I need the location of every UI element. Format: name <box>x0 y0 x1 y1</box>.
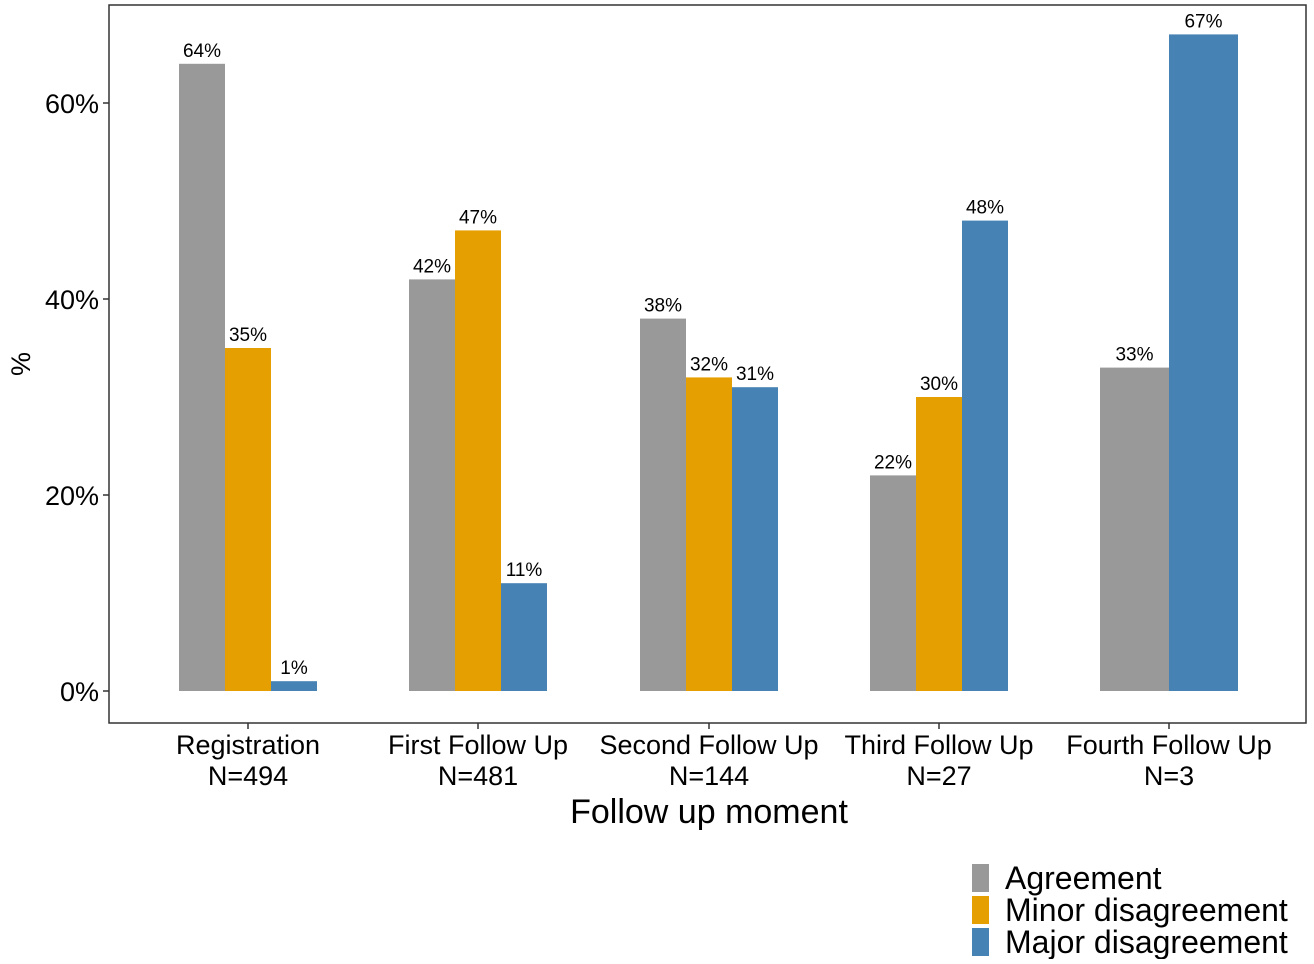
bar <box>271 681 317 691</box>
bar <box>179 63 225 692</box>
x-category-n-label: N=3 <box>1144 761 1194 791</box>
bar <box>686 377 732 691</box>
bar-value-label: 42% <box>413 256 451 277</box>
bar-value-label: 30% <box>920 374 958 395</box>
x-category-n-label: N=494 <box>208 761 288 791</box>
legend-label: Major disagreement <box>1005 924 1288 959</box>
bar-value-label: 33% <box>1115 345 1153 366</box>
x-axis-title: Follow up moment <box>570 793 848 831</box>
x-category-label: Registration <box>176 730 320 760</box>
x-category-label: First Follow Up <box>388 730 568 760</box>
legend-swatch <box>972 928 989 956</box>
bar-value-label: 35% <box>229 325 267 346</box>
legend-swatch <box>972 864 989 892</box>
plot-panel <box>108 4 1307 724</box>
y-axis-title: % <box>6 352 36 376</box>
bar-value-label: 47% <box>459 207 497 228</box>
x-category-label: Third Follow Up <box>844 730 1033 760</box>
bar <box>916 397 962 691</box>
bar <box>225 348 271 691</box>
bar <box>640 318 686 691</box>
x-category-label: Second Follow Up <box>599 730 818 760</box>
bar <box>1100 367 1169 691</box>
x-category-n-label: N=27 <box>906 761 971 791</box>
bar <box>1169 34 1238 691</box>
bar-value-label: 38% <box>644 296 682 317</box>
bar <box>409 279 455 691</box>
bar-value-label: 1% <box>280 658 308 679</box>
bar <box>455 230 501 691</box>
bar <box>732 387 778 691</box>
legend-swatch <box>972 896 989 924</box>
bar <box>501 583 547 691</box>
bar-value-label: 48% <box>966 198 1004 219</box>
bar <box>962 220 1008 691</box>
y-axis: 0% 20% 40% 60% <box>45 89 109 707</box>
bar-value-label: 31% <box>736 364 774 385</box>
bar-value-label: 64% <box>183 41 221 62</box>
bar-value-label: 32% <box>690 354 728 375</box>
y-tick-label: 20% <box>45 481 99 511</box>
legend-label: Minor disagreement <box>1005 892 1288 928</box>
bar-value-label: 67% <box>1184 11 1222 32</box>
x-category-n-label: N=144 <box>669 761 749 791</box>
bars-layer: 64% 35% 1% 42% 47% 11% 38% 32% 31% 22% 30% 48% 33% 67… <box>179 11 1238 692</box>
x-category-label: Fourth Follow Up <box>1066 730 1272 760</box>
bar-value-label: 22% <box>874 452 912 473</box>
y-tick-label: 60% <box>45 89 99 119</box>
y-tick-label: 0% <box>60 677 99 707</box>
bar-value-label: 11% <box>506 560 543 581</box>
x-category-n-label: N=481 <box>438 761 518 791</box>
bar <box>870 475 916 691</box>
y-tick-label: 40% <box>45 285 99 315</box>
legend-label: Agreement <box>1005 860 1162 896</box>
